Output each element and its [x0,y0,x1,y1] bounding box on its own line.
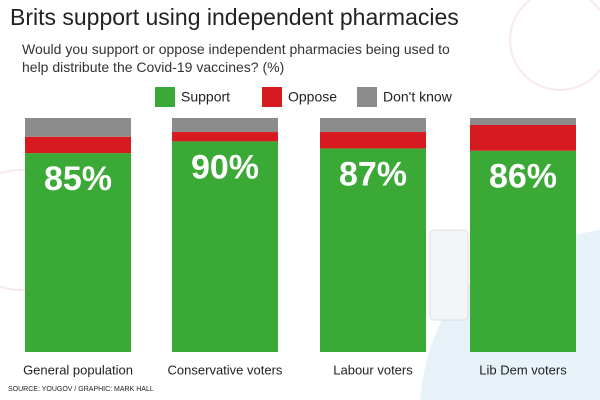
legend-label: Support [181,89,230,105]
bar-segment [470,150,576,352]
value-label: 87% [339,155,407,193]
x-tick-label: Labour voters [333,362,413,377]
x-tick-label: General population [23,362,133,377]
legend-label: Oppose [288,89,337,105]
value-label: 85% [44,160,112,198]
bar-segment [320,118,426,133]
value-label: 86% [489,158,557,196]
bar-segment [172,132,278,142]
bar-segment [320,132,426,149]
legend-swatch [357,87,377,107]
bar-segment [25,136,131,154]
bar-segment [470,118,576,126]
x-tick-label: Conservative voters [168,362,283,377]
bar-segment [470,125,576,151]
x-tick-label: Lib Dem voters [479,362,567,377]
chart-title: Brits support using independent pharmaci… [10,4,459,30]
legend-swatch [262,87,282,107]
subtitle-box: Would you support or oppose independent … [22,41,450,75]
value-label: 90% [191,148,259,186]
bar-segment [172,118,278,133]
chart-subtitle: Would you support or oppose independent … [22,41,450,75]
bar-segment [172,141,278,352]
bar-segment [320,148,426,352]
bar-segment [25,118,131,137]
legend-label: Don't know [383,89,453,105]
bar-segment [25,153,131,352]
legend-swatch [155,87,175,107]
source: SOURCE: YOUGOV / GRAPHIC: MARK HALL [8,386,154,393]
